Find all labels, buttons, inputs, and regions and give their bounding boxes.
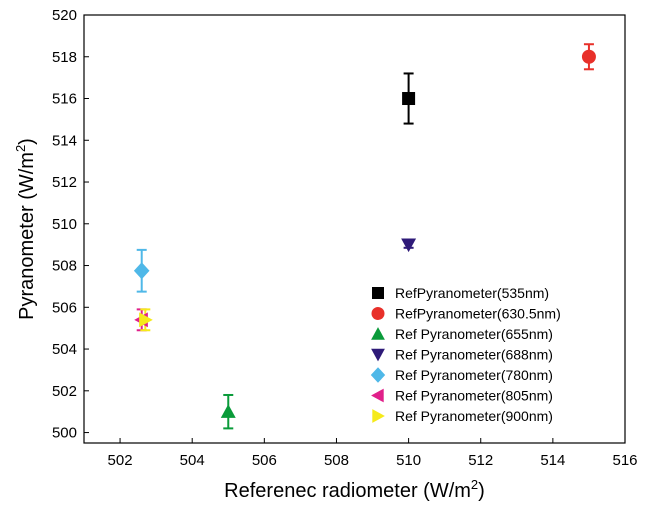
legend-label: Ref Pyranometer(900nm)	[395, 408, 553, 424]
x-axis-title: Referenec radiometer (W/m2)	[224, 477, 485, 502]
y-ticks: 500 502 504 506 508 510 512 514 516 518 520	[52, 7, 89, 442]
y-tick-label: 500	[52, 425, 77, 442]
legend-label: Ref Pyranometer(688nm)	[395, 347, 553, 363]
legend-label: Ref Pyranometer(780nm)	[395, 367, 553, 383]
x-axis-title-end: )	[478, 480, 485, 502]
x-axis-title-text: Referenec radiometer (W/m	[224, 480, 471, 502]
x-tick-label: 510	[396, 452, 421, 469]
y-tick-label: 510	[52, 216, 77, 233]
legend-marker	[371, 348, 385, 362]
x-tick-label: 514	[540, 452, 565, 469]
legend-label: Ref Pyranometer(805nm)	[395, 388, 553, 404]
x-tick-label: 516	[612, 452, 637, 469]
data-point	[581, 49, 596, 64]
x-tick-label: 512	[468, 452, 493, 469]
legend-marker	[371, 388, 384, 403]
legend-marker	[371, 307, 385, 320]
y-tick-label: 512	[52, 174, 77, 191]
y-axis-title: Pyranometer (W/m2)	[13, 138, 38, 320]
plot-frame	[83, 14, 626, 444]
data-point	[133, 262, 150, 280]
y-axis-title-sup: 2	[13, 145, 28, 152]
x-ticks: 502 504 506 508 510 512 514 516	[108, 438, 638, 469]
data-point	[139, 312, 153, 328]
y-tick-label: 518	[52, 49, 77, 66]
y-tick-label: 516	[52, 91, 77, 108]
y-tick-label: 506	[52, 299, 77, 316]
legend-label: Ref Pyranometer(655nm)	[395, 326, 553, 342]
y-tick-label: 508	[52, 258, 77, 275]
y-tick-label: 520	[52, 7, 77, 24]
y-tick-label: 504	[52, 341, 77, 358]
x-tick-label: 502	[108, 452, 133, 469]
x-axis-title-sup: 2	[471, 477, 478, 492]
y-tick-label: 514	[52, 132, 77, 149]
y-axis-title-text: Pyranometer (W/m	[16, 152, 38, 320]
legend-label: RefPyranometer(535nm)	[395, 285, 549, 301]
data-point	[401, 238, 417, 253]
legend-marker	[371, 327, 385, 340]
legend-marker	[372, 287, 384, 299]
data-point	[220, 404, 236, 418]
y-axis-title-end: )	[16, 138, 38, 145]
x-tick-label: 504	[180, 452, 205, 469]
y-tick-label: 502	[52, 383, 77, 400]
x-tick-label: 506	[252, 452, 277, 469]
legend-marker	[370, 367, 386, 383]
data-points	[133, 49, 596, 418]
legend: RefPyranometer(535nm) RefPyranometer(630.…	[370, 285, 561, 424]
legend-label: RefPyranometer(630.5nm)	[395, 306, 561, 322]
x-tick-label: 508	[324, 452, 349, 469]
legend-marker	[372, 409, 385, 423]
data-point	[402, 92, 416, 106]
